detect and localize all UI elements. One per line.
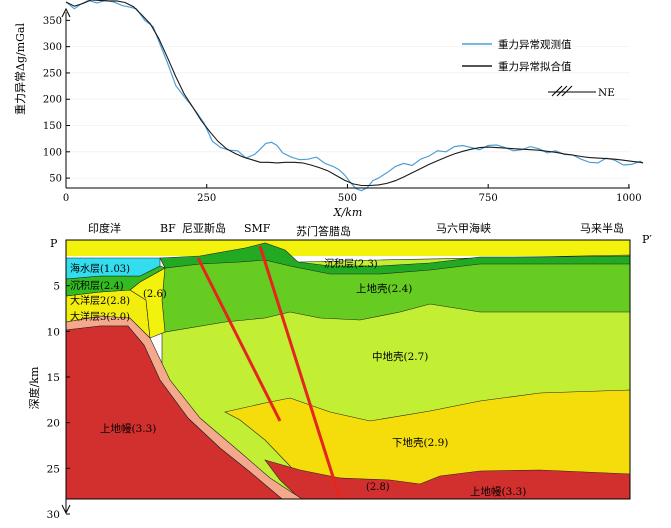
ne-arrow-hatch: [551, 85, 573, 97]
y-tick-label: 250: [43, 68, 62, 79]
depth-tick-label: 10: [47, 326, 60, 338]
label-sumatra: 苏门答腊岛: [296, 224, 351, 238]
gravity-ylabel: 重力异常Δg/mGal: [13, 23, 27, 115]
depth-tick-label: 30: [47, 509, 60, 521]
ne-direction-arrow: NE: [548, 85, 615, 99]
legend-label-observed: 重力异常观测值: [498, 38, 572, 51]
depth-tick-label: 20: [47, 418, 60, 430]
layer-label-ocean-3: 大洋层3(3.0): [70, 310, 130, 323]
series-observed-line: [65, 0, 644, 192]
y-tick-label: 350: [43, 16, 62, 27]
gravity-xlabel: X/km: [333, 206, 363, 219]
y-axis-arrow: [61, 7, 71, 18]
layer-label-wedge-2-6: (2.6): [143, 289, 167, 300]
depth-axis-arrow: [61, 504, 71, 515]
label-bf: BF: [160, 222, 176, 235]
section-frame: [65, 239, 631, 500]
y-tick-label: 100: [43, 147, 62, 158]
layer-label-mantle-right: 上地幔(3.3): [470, 485, 526, 498]
top-band: [66, 240, 630, 256]
x-tick-label: 0: [63, 193, 69, 204]
layer-label-lens-2-8: (2.8): [366, 482, 390, 493]
x-tick-label: 250: [197, 193, 216, 204]
depth-ticks-group: 5 10 15 20 25 30: [47, 281, 70, 521]
gravity-ticks-group: 0 250 500 750 1000 50 100 150 200 250 300 350: [43, 16, 642, 204]
fault-smf: [258, 245, 342, 500]
series-fitted-line: [65, 0, 644, 187]
y-tick-label: 200: [43, 95, 62, 106]
x-tick-label: 1000: [616, 193, 641, 204]
ne-arrow-label: NE: [598, 87, 615, 99]
gravity-series-group: [65, 0, 644, 192]
layer-label-seawater: 海水层(1.03): [70, 262, 130, 275]
label-indian-ocean: 印度洋: [88, 221, 121, 235]
label-malay-peninsula: 马来半岛: [580, 221, 624, 235]
profile-label-p: P: [50, 237, 58, 250]
depth-tick-label: 15: [47, 372, 60, 384]
layer-label-lower-crust: 下地壳(2.9): [392, 436, 448, 449]
depth-ylabel: 深度/km: [27, 366, 41, 409]
y-tick-label: 300: [43, 42, 62, 53]
layer-label-upper-crust: 上地壳(2.4): [356, 282, 412, 295]
legend-label-fitted: 重力异常拟合值: [498, 60, 572, 73]
layer-label-middle-crust: 中地壳(2.7): [372, 350, 428, 363]
fault-bf: [196, 257, 282, 422]
layer-label-sediment-2-4: 沉积层(2.4): [70, 279, 124, 292]
crust-cross-section: 5 10 15 20 25 30 深度/km P P′ 印度洋 BF 尼亚斯岛 SMF 苏…: [27, 221, 652, 521]
label-nias-island: 尼亚斯岛: [182, 221, 226, 235]
gravity-legend: 重力异常观测值 重力异常拟合值: [462, 38, 572, 73]
y-tick-label: 150: [43, 121, 62, 132]
layer-label-mantle-left: 上地幔(3.3): [100, 422, 156, 435]
depth-tick-label: 5: [53, 281, 60, 293]
y-tick-label: 50: [49, 174, 62, 185]
depth-tick-label: 25: [47, 463, 60, 475]
x-tick-label: 500: [338, 193, 357, 204]
x-tick-label: 750: [479, 193, 498, 204]
layer-label-sediment-2-3: 沉积层(2.3): [324, 257, 378, 270]
label-malacca-strait: 马六甲海峡: [436, 221, 491, 235]
gravity-chart: 0 250 500 750 1000 50 100 150 200 250 300 350 重力异常Δ…: [13, 0, 644, 219]
profile-label-p-prime: P′: [642, 233, 652, 246]
label-smf: SMF: [244, 222, 271, 235]
layer-label-ocean-2: 大洋层2(2.8): [70, 294, 130, 307]
gravity-gridlines: [66, 46, 630, 179]
